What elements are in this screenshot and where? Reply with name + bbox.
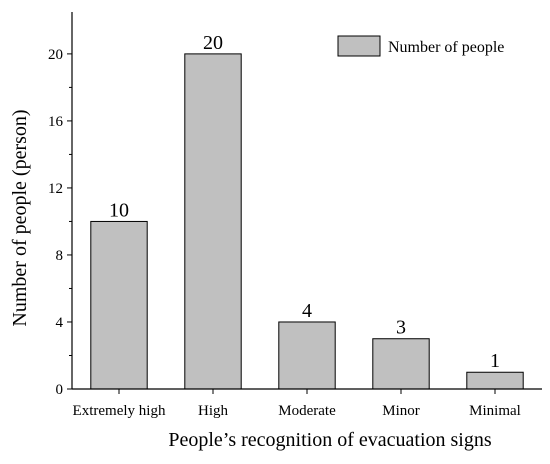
data-label: 10 (109, 199, 129, 221)
x-tick-label: Minimal (469, 403, 521, 419)
x-tick-label: Minor (382, 403, 420, 419)
y-tick-label: 20 (48, 47, 63, 63)
x-axis-ticks: Extremely high High Moderate Minor Minimal (73, 389, 521, 419)
data-label: 20 (203, 32, 223, 54)
legend: Number of people (337, 35, 504, 57)
x-tick-label: High (198, 403, 229, 419)
legend-swatch (337, 35, 381, 57)
bars (90, 53, 524, 390)
x-tick-label: Moderate (278, 403, 336, 419)
bar (90, 220, 148, 390)
bar (184, 53, 242, 390)
y-tick-label: 8 (56, 248, 64, 264)
y-tick-label: 12 (48, 181, 63, 197)
y-tick-label: 4 (56, 315, 64, 331)
y-tick-label: 0 (56, 382, 64, 398)
bar (372, 338, 430, 390)
data-label: 3 (396, 317, 406, 339)
bar (278, 321, 336, 390)
x-tick-label: Extremely high (73, 403, 166, 419)
data-labels: 10 20 4 3 1 (109, 32, 500, 372)
data-label: 1 (490, 350, 500, 372)
y-axis-ticks: 0 4 8 12 16 20 (48, 47, 72, 398)
legend-label: Number of people (388, 39, 504, 56)
data-label: 4 (302, 300, 312, 322)
x-axis-title: People’s recognition of evacuation signs (168, 429, 491, 451)
y-axis-title: Number of people (person) (9, 109, 31, 326)
bar (466, 371, 524, 390)
y-tick-label: 16 (48, 114, 64, 130)
